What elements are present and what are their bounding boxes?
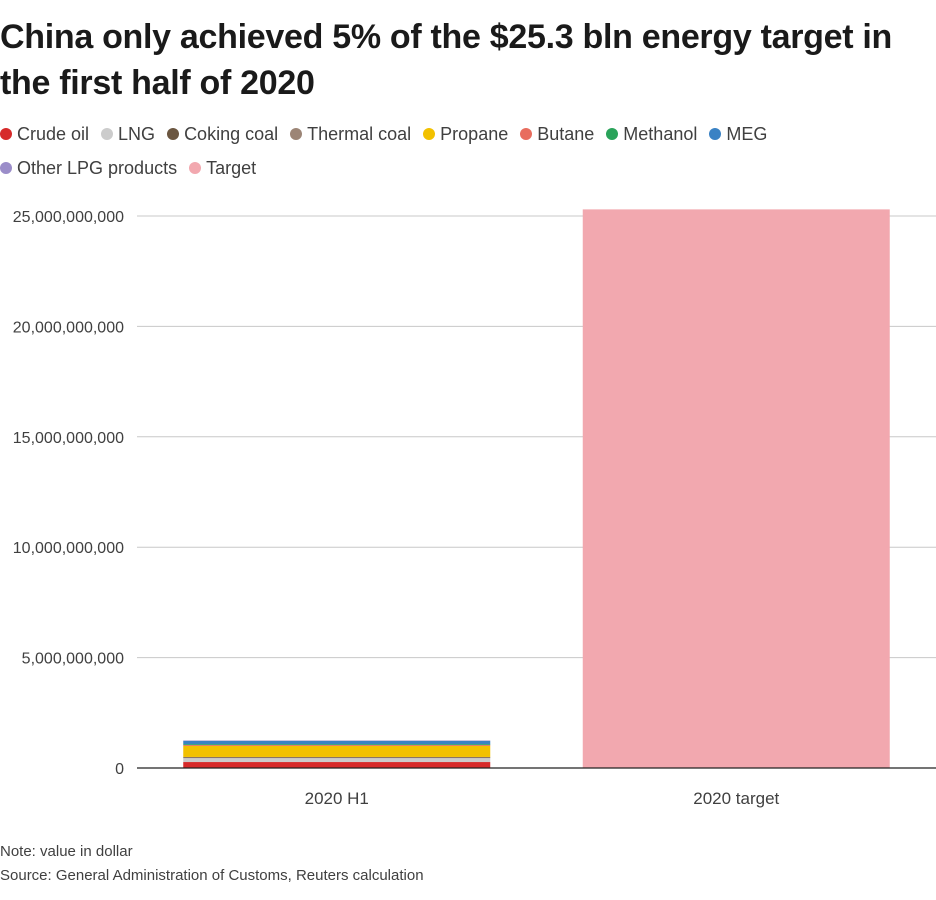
bar-segment <box>183 757 491 759</box>
legend-label: Methanol <box>623 124 698 144</box>
legend-label: Butane <box>537 124 595 144</box>
legend-label: Target <box>206 158 257 178</box>
legend-label: LNG <box>118 124 156 144</box>
legend-swatch <box>189 162 202 174</box>
chart-source: Source: General Administration of Custom… <box>0 867 424 884</box>
legend-swatch <box>423 128 436 140</box>
y-tick-label: 25,000,000,000 <box>13 209 124 226</box>
y-tick-label: 15,000,000,000 <box>13 430 124 447</box>
legend-label: Coking coal <box>184 124 279 144</box>
bar-segment <box>183 744 491 746</box>
y-tick-label: 0 <box>115 761 124 778</box>
x-tick-label: 2020 H1 <box>305 789 369 808</box>
legend-swatch <box>709 128 722 140</box>
bar-segment <box>183 762 491 768</box>
legend-swatch <box>0 128 12 140</box>
legend-item: Other LPG products <box>0 156 177 180</box>
bar-segment <box>183 758 491 763</box>
x-tick-label: 2020 target <box>693 789 779 808</box>
legend-swatch <box>167 128 180 140</box>
y-tick-label: 5,000,000,000 <box>22 651 124 668</box>
legend-item: Methanol <box>606 122 697 146</box>
legend-item: Thermal coal <box>290 122 411 146</box>
bar-chart: 0 5,000,000,000 10,000,000,000 15,000,000,0… <box>13 209 936 808</box>
legend-label: Crude oil <box>17 124 90 144</box>
legend-label: Propane <box>440 124 509 144</box>
legend-swatch <box>0 162 12 174</box>
legend-label: Other LPG products <box>17 158 178 178</box>
legend-label: MEG <box>726 124 768 144</box>
bar-segment <box>183 740 491 745</box>
legend-swatch <box>101 128 114 140</box>
bar-segment <box>582 209 890 769</box>
legend-item: LNG <box>101 122 155 146</box>
legend-swatch <box>606 128 619 140</box>
footer: Note: value in dollar Source: General Ad… <box>0 840 424 888</box>
chart-title: China only achieved 5% of the $25.3 bln … <box>0 18 893 102</box>
legend-item: Target <box>189 156 256 180</box>
legend-swatch <box>290 128 303 140</box>
bar-segment <box>183 745 491 746</box>
legend-item: Crude oil <box>0 122 89 146</box>
legend-item: Propane <box>423 122 508 146</box>
legend: Crude oil LNG Coking coal Thermal coal Propa… <box>0 122 930 180</box>
legend-item: Coking coal <box>167 122 278 146</box>
bar-segment <box>183 745 491 757</box>
legend-label: Thermal coal <box>307 124 412 144</box>
chart-note: Note: value in dollar <box>0 843 133 860</box>
legend-item: MEG <box>709 122 767 146</box>
legend-item: Butane <box>520 122 594 146</box>
y-tick-label: 10,000,000,000 <box>13 540 124 557</box>
legend-swatch <box>520 128 533 140</box>
y-tick-label: 20,000,000,000 <box>13 319 124 336</box>
